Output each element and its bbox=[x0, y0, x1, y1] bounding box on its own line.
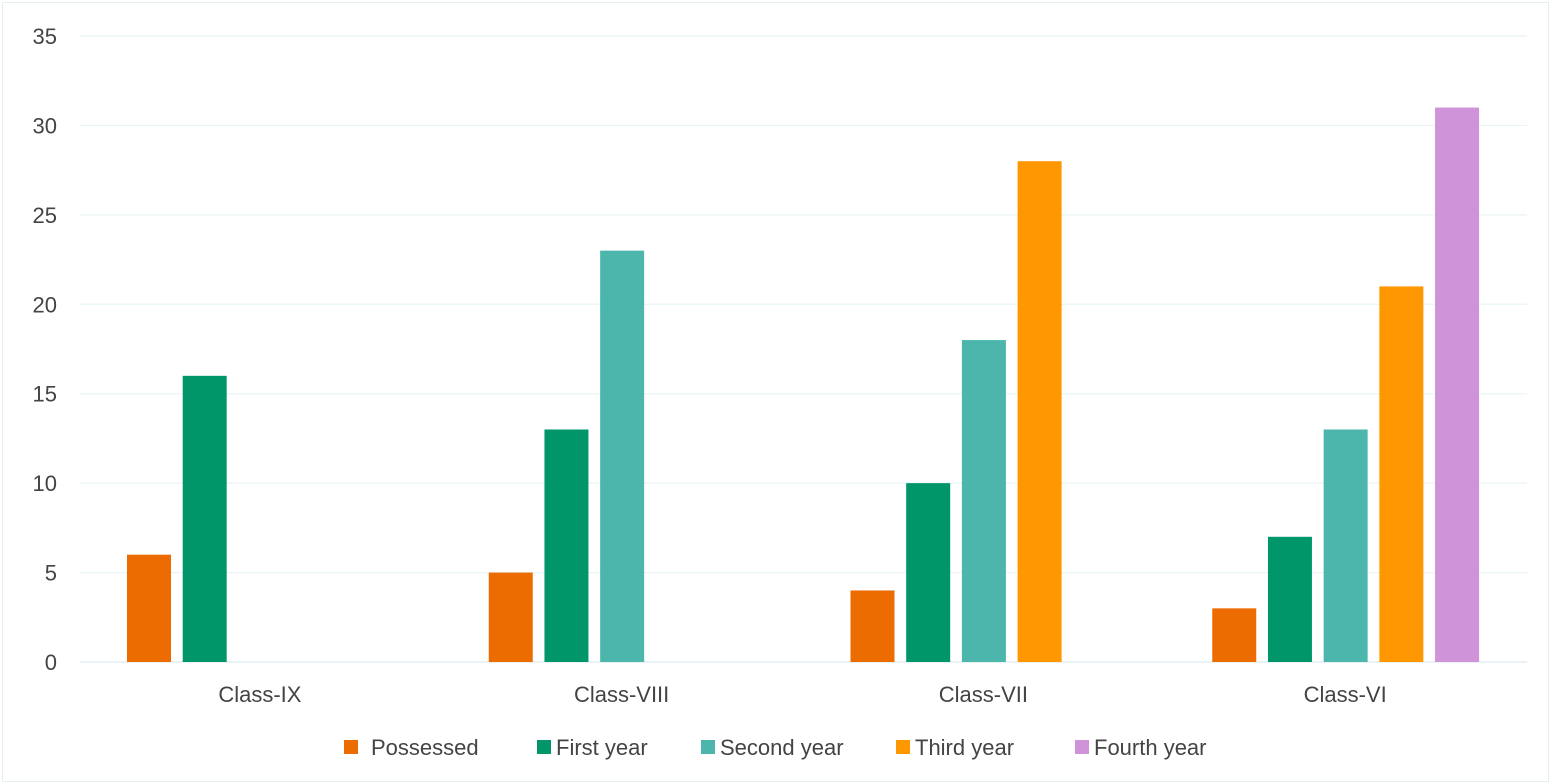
bar-first-year-class-vii bbox=[906, 483, 951, 662]
bar-second-year-class-viii bbox=[600, 250, 645, 662]
legend-label-first-year: First year bbox=[556, 735, 648, 760]
y-axis-ticks: 0 5 10 15 20 25 30 35 bbox=[33, 24, 57, 675]
x-category-label: Class-VIII bbox=[574, 682, 669, 707]
legend-label-fourth-year: Fourth year bbox=[1094, 735, 1207, 760]
y-tick-label: 35 bbox=[33, 24, 57, 49]
bar-possessed-class-vii bbox=[850, 590, 895, 662]
legend-swatch-first-year bbox=[537, 740, 551, 754]
x-axis-categories: Class-IX Class-VIII Class-VII Class-VI bbox=[218, 682, 1386, 707]
y-tick-label: 0 bbox=[45, 650, 57, 675]
bar-fourth-year-class-vi bbox=[1435, 107, 1480, 663]
bar-first-year-class-vi bbox=[1267, 536, 1312, 662]
y-tick-label: 10 bbox=[33, 471, 57, 496]
legend-label-second-year: Second year bbox=[720, 735, 844, 760]
legend-label-third-year: Third year bbox=[915, 735, 1014, 760]
bar-first-year-class-ix bbox=[182, 375, 227, 662]
y-tick-label: 30 bbox=[33, 113, 57, 138]
bars bbox=[127, 107, 1480, 663]
x-category-label: Class-VI bbox=[1304, 682, 1387, 707]
legend-swatch-fourth-year bbox=[1075, 740, 1089, 754]
legend-swatch-second-year bbox=[701, 740, 715, 754]
bar-second-year-class-vii bbox=[961, 340, 1006, 662]
bar-possessed-class-ix bbox=[127, 554, 171, 662]
bar-first-year-class-viii bbox=[544, 429, 589, 662]
y-tick-label: 20 bbox=[33, 292, 57, 317]
legend-swatch-possessed bbox=[344, 740, 358, 754]
x-category-label: Class-IX bbox=[218, 682, 301, 707]
y-tick-label: 15 bbox=[33, 382, 57, 407]
bar-second-year-class-vi bbox=[1323, 429, 1368, 662]
bar-possessed-class-viii bbox=[488, 572, 533, 662]
y-tick-label: 25 bbox=[33, 203, 57, 228]
bar-possessed-class-vi bbox=[1212, 608, 1257, 662]
bar-third-year-class-vii bbox=[1017, 161, 1062, 662]
x-category-label: Class-VII bbox=[939, 682, 1028, 707]
bar-third-year-class-vi bbox=[1379, 286, 1424, 662]
y-tick-label: 5 bbox=[45, 561, 57, 586]
legend: Possessed First year Second year Third year… bbox=[344, 735, 1207, 760]
legend-swatch-third-year bbox=[896, 740, 910, 754]
legend-label-possessed: Possessed bbox=[371, 735, 479, 760]
